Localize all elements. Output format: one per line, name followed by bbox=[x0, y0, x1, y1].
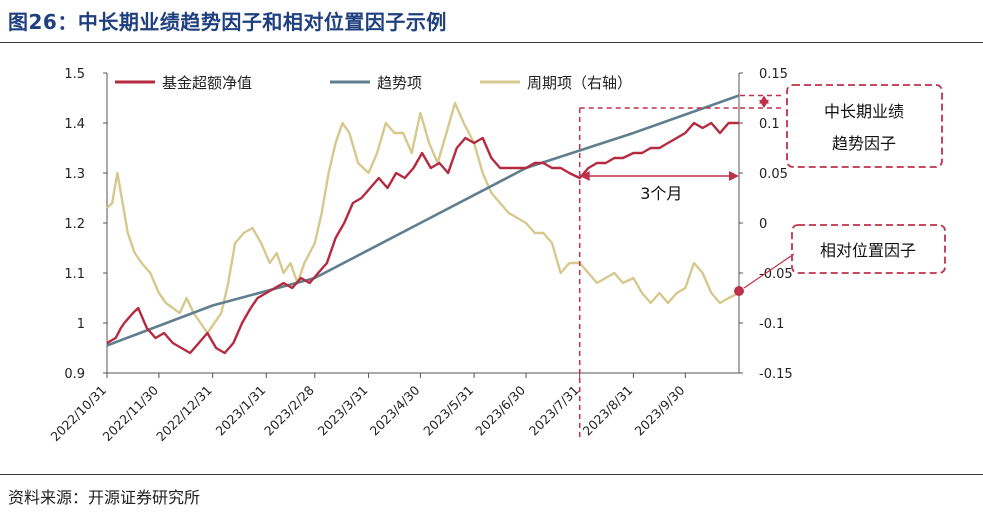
trend-factor-label-line1: 中长期业绩 bbox=[824, 102, 904, 121]
y-left-tick-label: 1.1 bbox=[64, 267, 85, 282]
y-left-tick-label: 0.9 bbox=[64, 367, 85, 382]
y-right-tick-label: 0.05 bbox=[759, 167, 788, 182]
position-factor-marker bbox=[734, 286, 744, 296]
y-right-tick-label: 0.1 bbox=[759, 117, 780, 132]
trend-factor-box bbox=[786, 84, 943, 168]
source-note: 资料来源：开源证券研究所 bbox=[8, 488, 201, 507]
y-right-tick-label: -0.15 bbox=[759, 367, 793, 382]
legend: 基金超额净值 趋势项 周期项（右轴） bbox=[115, 74, 632, 92]
x-tick-label: 2022/12/31 bbox=[153, 383, 215, 445]
y-right-tick-label: -0.05 bbox=[759, 267, 793, 282]
x-tick-label: 2023/7/31 bbox=[526, 383, 582, 439]
series-line-1 bbox=[106, 94, 740, 347]
x-tick-label: 2023/6/30 bbox=[472, 382, 528, 438]
axes: 0.9 1 1.1 1.2 1.3 1.4 1.5 -0.15 -0.1 -0.05 0 0.05 0.… bbox=[48, 67, 793, 444]
series-line-2 bbox=[106, 101, 740, 335]
series-layer bbox=[106, 94, 740, 355]
position-factor-label: 相对位置因子 bbox=[820, 241, 916, 260]
gap-arrow-head-bottom bbox=[759, 100, 769, 108]
span-label: 3个月 bbox=[640, 184, 682, 203]
span-arrow-head-left bbox=[579, 171, 590, 181]
trend-factor-label-line2: 趋势因子 bbox=[832, 134, 896, 153]
position-factor-leader bbox=[743, 253, 795, 289]
x-tick-label: 2023/1/31 bbox=[212, 383, 268, 439]
series-line-0 bbox=[106, 121, 739, 355]
y-left-tick-label: 1.5 bbox=[64, 67, 85, 82]
y-left-tick-label: 1.4 bbox=[64, 117, 85, 132]
x-tick-label: 2023/3/31 bbox=[315, 383, 371, 439]
chart: 0.9 1 1.1 1.2 1.3 1.4 1.5 -0.15 -0.1 -0.05 0 0.05 0.… bbox=[48, 67, 946, 444]
source-rule bbox=[0, 474, 983, 475]
position-factor-box bbox=[791, 224, 946, 274]
title-rule bbox=[0, 42, 983, 43]
legend-label-2: 周期项（右轴） bbox=[527, 74, 632, 92]
figure-title: 图26：中长期业绩趋势因子和相对位置因子示例 bbox=[8, 10, 447, 34]
y-left-tick-label: 1.3 bbox=[64, 167, 85, 182]
x-tick-label: 2023/4/30 bbox=[367, 382, 423, 438]
x-tick-label: 2022/11/30 bbox=[100, 382, 162, 444]
y-left-tick-label: 1.2 bbox=[64, 217, 85, 232]
x-tick-label: 2023/9/30 bbox=[632, 382, 688, 438]
x-tick-label: 2023/5/31 bbox=[420, 383, 476, 439]
y-left-tick-label: 1 bbox=[77, 317, 85, 332]
legend-label-0: 基金超额净值 bbox=[162, 74, 252, 92]
y-right-tick-label: 0 bbox=[759, 217, 767, 232]
x-tick-label: 2023/2/28 bbox=[261, 382, 317, 438]
span-arrow-head-right bbox=[729, 171, 739, 181]
legend-label-1: 趋势项 bbox=[377, 74, 422, 92]
y-right-tick-label: 0.15 bbox=[759, 67, 788, 82]
y-right-tick-label: -0.1 bbox=[759, 317, 784, 332]
x-tick-label: 2023/8/31 bbox=[580, 383, 636, 439]
